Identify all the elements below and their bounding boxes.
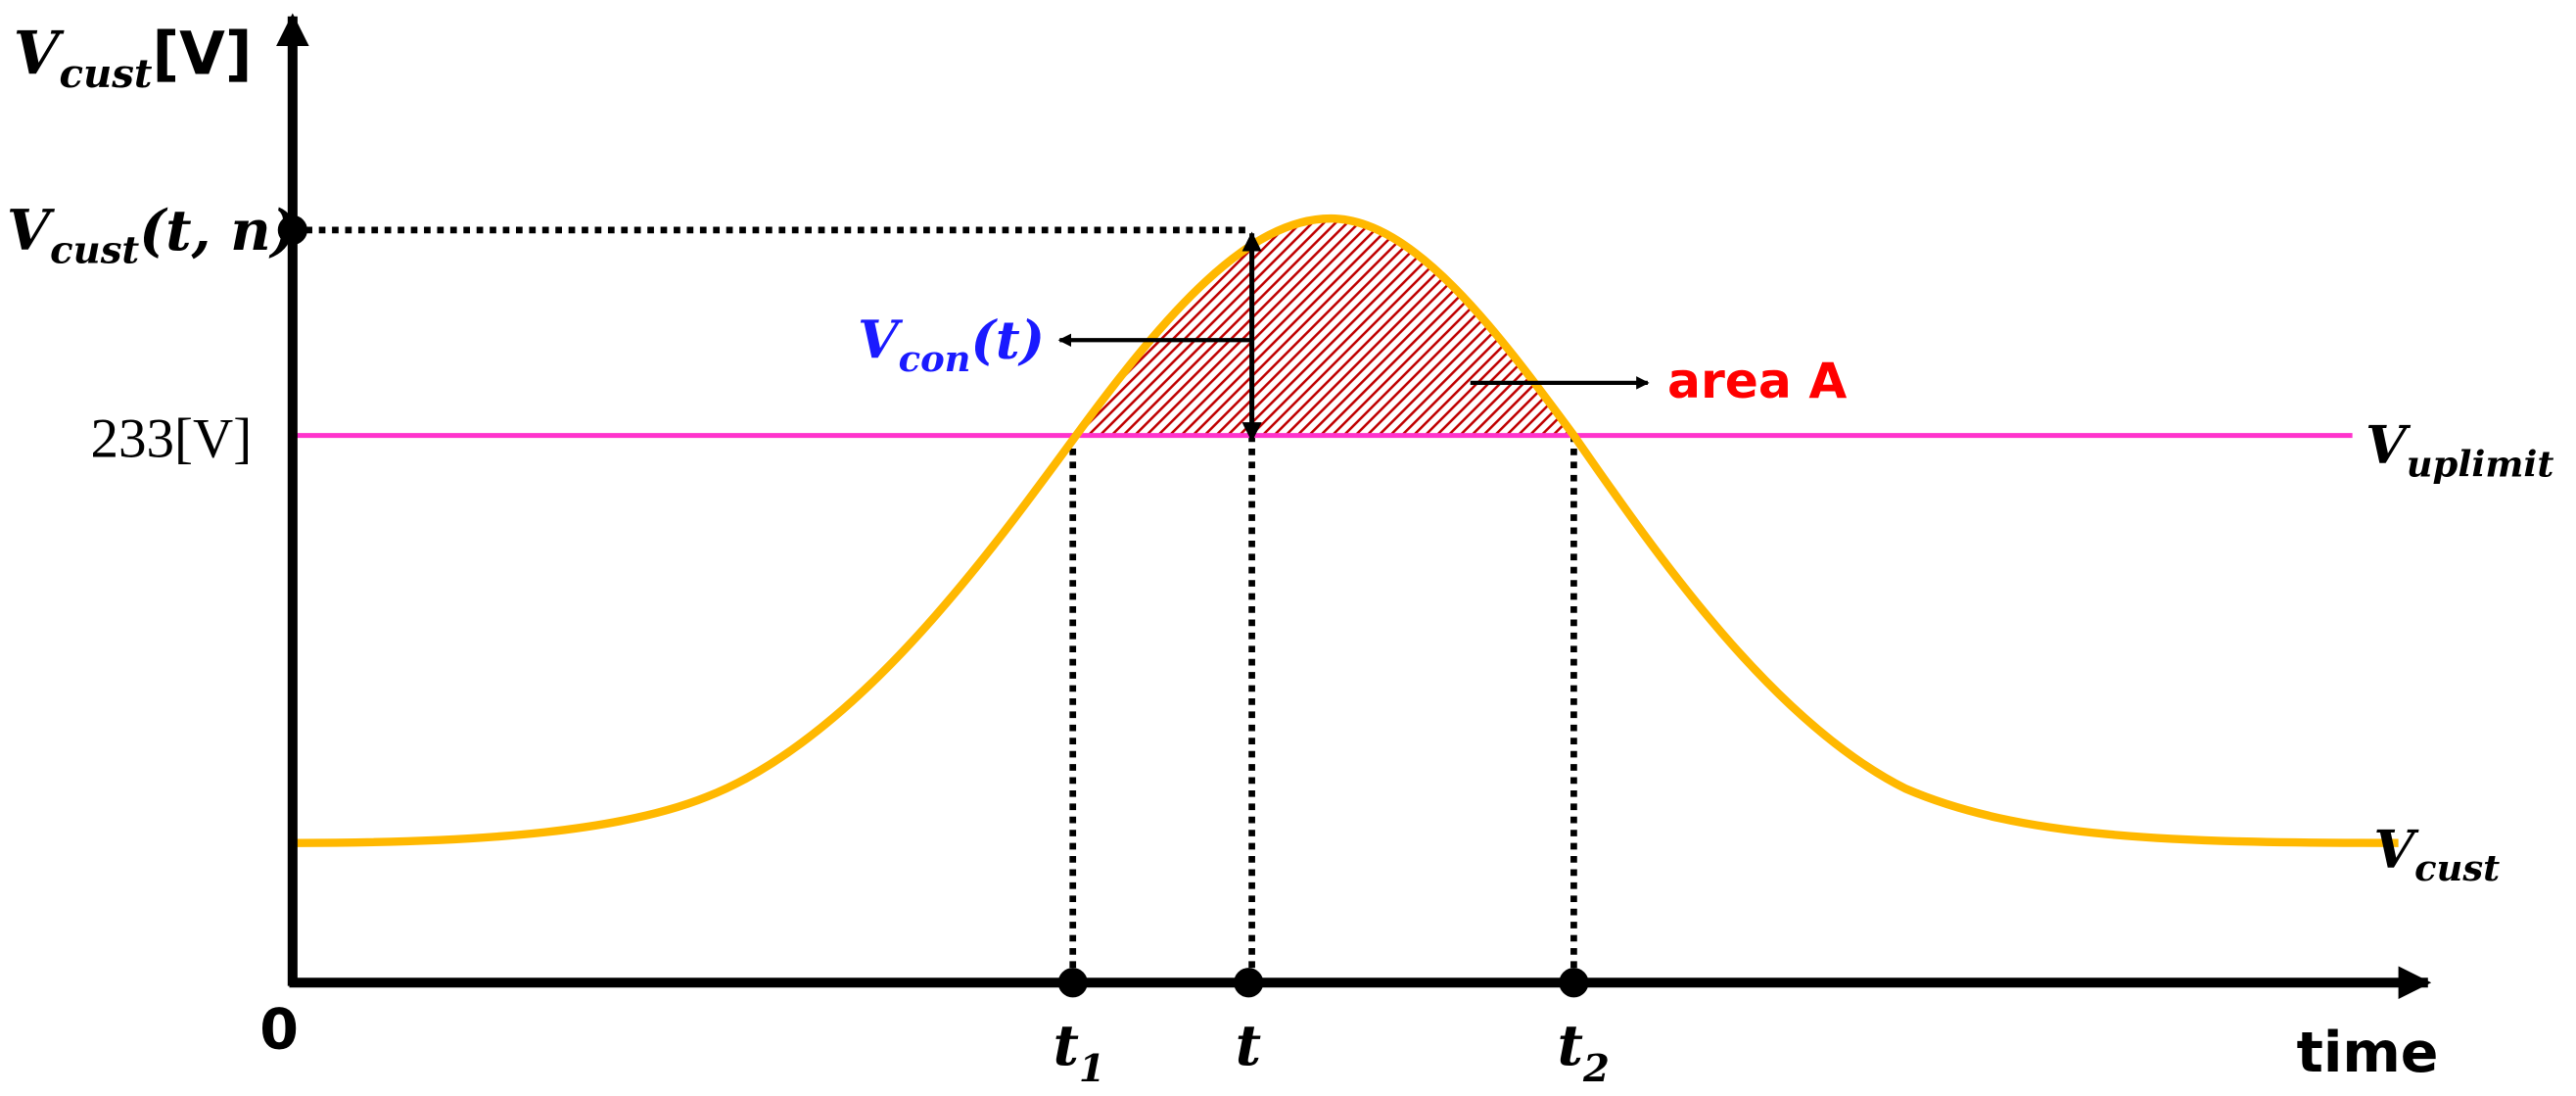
area-a (1076, 218, 1574, 436)
x-point-label: t2 (1558, 1013, 1610, 1091)
y-axis-label: Vcust[V] (14, 19, 253, 96)
voltage-curve (296, 214, 2399, 847)
guides (292, 226, 1577, 983)
x-point-label: t1 (1054, 1013, 1105, 1091)
peak-label: Vcust(t, n) (7, 198, 298, 272)
curve-label: Vcust (2373, 819, 2500, 889)
control-label: Vcon(t) (858, 310, 1045, 380)
area-label: area A (1667, 352, 1847, 409)
limit-value-label: 233[V] (90, 407, 252, 469)
limit-line-label: Vuplimit (2365, 414, 2553, 485)
origin-label: 0 (259, 997, 299, 1062)
x-point-label: t (1236, 1013, 1261, 1078)
x-axis-label: time (2297, 1021, 2439, 1085)
points (277, 214, 1589, 998)
